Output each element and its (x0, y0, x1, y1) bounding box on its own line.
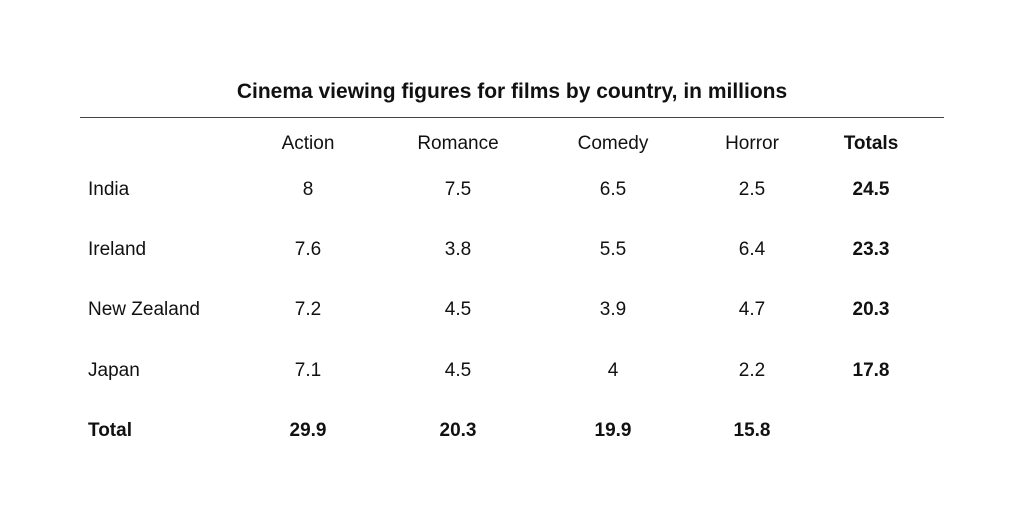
cell: 4 (607, 360, 619, 381)
cell: 2.2 (738, 360, 766, 381)
cell: 17.8 (852, 360, 890, 381)
cell: 8 (302, 179, 314, 200)
row-label: New Zealand (88, 299, 200, 320)
cell: 4.7 (738, 299, 766, 320)
cell: 7.5 (444, 179, 472, 200)
column-header: Comedy (577, 133, 649, 154)
cell: 23.3 (852, 239, 890, 260)
cell: 6.5 (599, 179, 627, 200)
cell: 7.2 (294, 299, 322, 320)
row-label: Japan (88, 360, 140, 381)
table-title: Cinema viewing figures for films by coun… (236, 80, 788, 103)
total-label: Total (88, 420, 132, 441)
cell: 6.4 (738, 239, 766, 260)
total-cell: 19.9 (594, 420, 632, 441)
header-rule (80, 117, 944, 118)
total-cell: 29.9 (289, 420, 327, 441)
cell: 4.5 (444, 299, 472, 320)
row-label: India (88, 179, 130, 200)
cell: 24.5 (852, 179, 890, 200)
total-cell: 15.8 (733, 420, 771, 441)
cell: 7.1 (294, 360, 322, 381)
cell: 20.3 (852, 299, 890, 320)
column-header: Horror (725, 133, 779, 154)
cell: 4.5 (444, 360, 472, 381)
total-cell: 20.3 (439, 420, 477, 441)
cell: 3.8 (444, 239, 472, 260)
cell: 3.9 (599, 299, 627, 320)
column-header: Totals (843, 133, 899, 154)
cell: 2.5 (738, 179, 766, 200)
column-header: Action (281, 133, 335, 154)
cell: 7.6 (294, 239, 322, 260)
cell: 5.5 (599, 239, 627, 260)
row-label: Ireland (88, 239, 147, 260)
column-header: Romance (417, 133, 499, 154)
